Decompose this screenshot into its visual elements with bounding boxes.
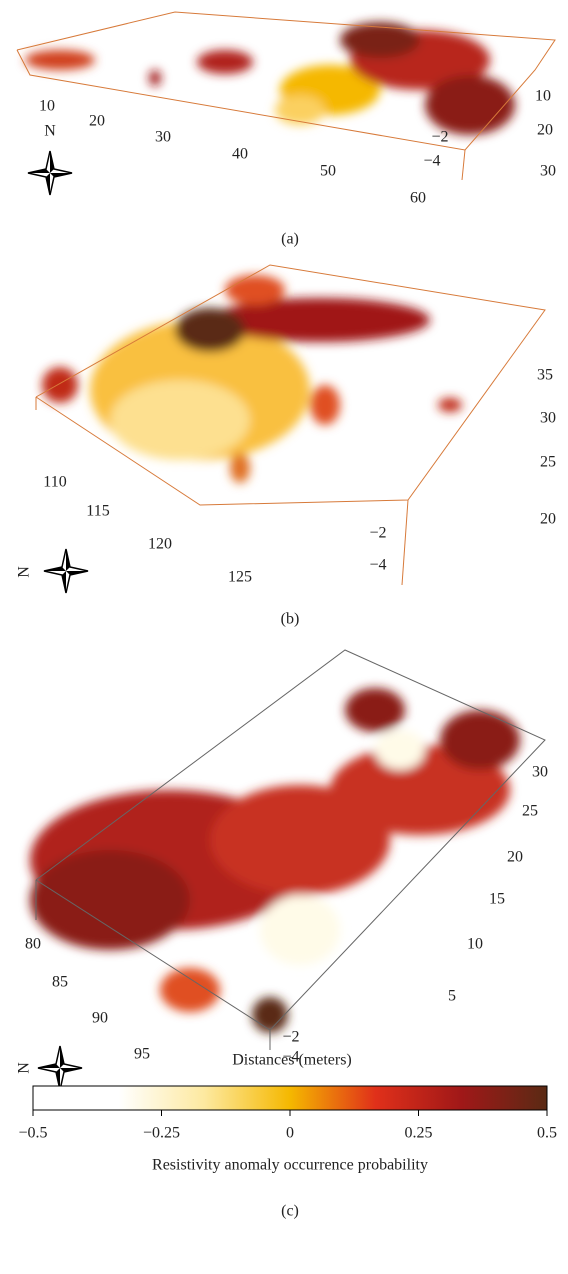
axis-title: Distances (meters) <box>232 1052 352 1069</box>
axis-tick-label: 10 <box>467 936 483 953</box>
axis-tick-label: 20 <box>89 113 105 130</box>
axis-tick-label: 25 <box>540 454 556 471</box>
figure: Resistivity anomaly occurrence probabili… <box>0 0 568 1274</box>
axis-tick-label: −4 <box>369 557 386 574</box>
axis-tick-label: 85 <box>52 974 68 991</box>
panel-b <box>36 265 545 593</box>
caption: (b) <box>281 611 300 628</box>
axis-tick-label: 35 <box>537 367 553 384</box>
colorbar <box>33 1086 547 1110</box>
axis-tick-label: 20 <box>507 849 523 866</box>
axis-tick-label: 25 <box>522 803 538 820</box>
axis-tick-label: 110 <box>43 474 66 491</box>
axis-tick-label: 20 <box>540 511 556 528</box>
colorbar-tick-label: −0.5 <box>18 1125 47 1142</box>
axis-tick-label: 15 <box>489 891 505 908</box>
axis-tick-label: 10 <box>535 88 551 105</box>
colorbar-tick-label: 0 <box>286 1125 294 1142</box>
axis-tick-label: 30 <box>540 163 556 180</box>
axis-tick-label: 125 <box>228 569 252 586</box>
axis-tick-label: 30 <box>540 410 556 427</box>
axis-tick-label: −4 <box>423 153 440 170</box>
north-label: N <box>44 123 56 140</box>
axis-tick-label: 30 <box>532 764 548 781</box>
axis-tick-label: −2 <box>282 1029 299 1046</box>
caption: (a) <box>281 231 299 248</box>
colorbar-label: Resistivity anomaly occurrence probabili… <box>152 1157 428 1174</box>
axis-tick-label: −2 <box>369 525 386 542</box>
colorbar-tick-label: 0.5 <box>537 1125 557 1142</box>
axis-tick-label: 40 <box>232 146 248 163</box>
axis-tick-label: 95 <box>134 1046 150 1063</box>
axis-tick-label: 115 <box>86 503 109 520</box>
colorbar-tick-label: 0.25 <box>405 1125 433 1142</box>
north-label: N <box>16 1062 33 1074</box>
axis-tick-label: 60 <box>410 190 426 207</box>
axis-tick-label: 90 <box>92 1010 108 1027</box>
axis-tick-label: 80 <box>25 936 41 953</box>
colorbar-tick-label: −0.25 <box>143 1125 180 1142</box>
axis-tick-label: 30 <box>155 129 171 146</box>
axis-tick-label: 20 <box>537 122 553 139</box>
caption: (c) <box>281 1203 299 1220</box>
north-label: N <box>16 566 33 578</box>
axis-tick-label: 5 <box>448 988 456 1005</box>
axis-tick-label: 50 <box>320 163 336 180</box>
axis-tick-label: 120 <box>148 536 172 553</box>
axis-tick-label: −2 <box>431 129 448 146</box>
axis-tick-label: 10 <box>39 98 55 115</box>
panel-a <box>17 12 555 195</box>
